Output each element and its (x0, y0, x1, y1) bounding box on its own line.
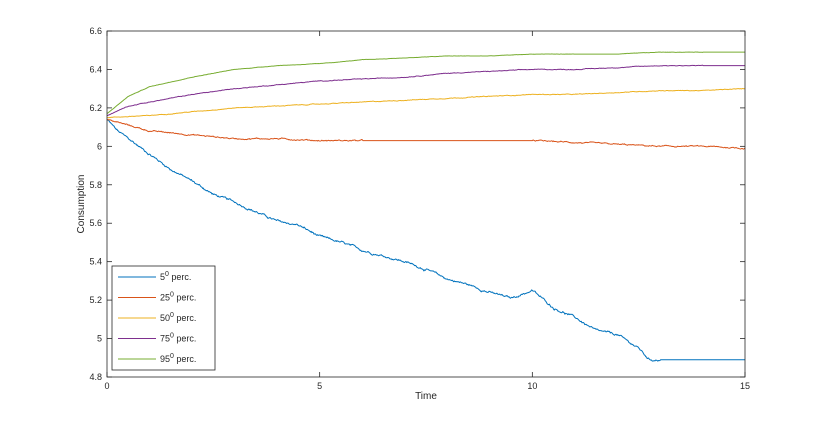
x-tick-label: 10 (527, 381, 537, 391)
legend-label-2: 250 perc. (160, 292, 196, 303)
series-line-3 (106, 88, 746, 119)
legend-label-1: 50 perc. (160, 271, 191, 282)
x-tick-label: 0 (104, 381, 109, 391)
y-tick-label: 6.2 (89, 103, 102, 113)
series-line-1 (106, 119, 745, 362)
series-layer (106, 51, 746, 362)
y-tick-label: 5.4 (89, 257, 102, 267)
y-tick-label: 6.4 (89, 64, 102, 74)
legend-label-3: 500 perc. (160, 312, 196, 323)
x-tick-label: 5 (317, 381, 322, 391)
y-tick-label: 4.8 (89, 372, 102, 382)
series-line-4 (106, 64, 745, 117)
legend-items: 50 perc. 250 perc. 500 perc. 750 perc. 950 p… (118, 271, 196, 364)
legend-label-5: 950 perc. (160, 353, 196, 364)
y-tick-label: 6 (97, 141, 102, 151)
plot-frame (106, 30, 746, 378)
y-tick-label: 5.6 (89, 218, 102, 228)
y-tick-label: 5 (97, 334, 102, 344)
x-axis-title: Time (415, 391, 437, 402)
tick-layer: 0 5 10 15 4.8 5 5.2 5.4 5.6 5.8 6 6.2 6.4 6.6 (89, 26, 750, 391)
series-line-2 (106, 118, 746, 150)
legend: 50 perc. 250 perc. 500 perc. 750 perc. 950 p… (111, 265, 216, 371)
series-line-5 (106, 51, 745, 115)
y-tick-label: 6.6 (89, 26, 102, 36)
y-tick-label: 5.2 (89, 295, 102, 305)
y-axis-title: Consumption (76, 175, 87, 234)
legend-label-4: 750 perc. (160, 333, 196, 344)
x-tick-label: 15 (740, 381, 750, 391)
y-tick-label: 5.8 (89, 180, 102, 190)
